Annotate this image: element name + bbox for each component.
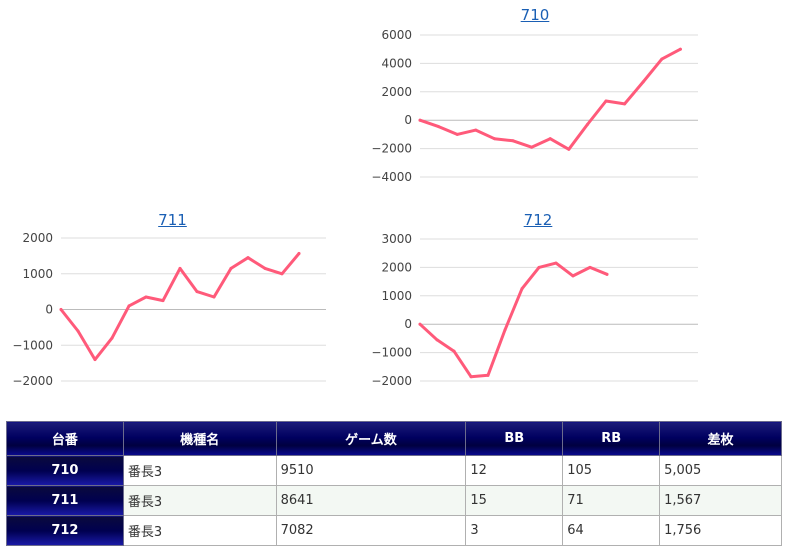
column-header-machine: 機種名	[122, 421, 277, 456]
data-point	[503, 328, 507, 332]
y-tick-label: 0	[45, 303, 53, 317]
y-tick-label: 2000	[22, 231, 53, 245]
data-point	[452, 349, 456, 353]
table-row: 710 番長3 9510 12 105 5,005	[6, 455, 782, 486]
data-point	[567, 147, 571, 151]
data-point	[161, 299, 165, 303]
data-point	[623, 102, 627, 106]
bb-count: 15	[465, 485, 564, 516]
y-tick-label: −1000	[12, 338, 53, 352]
data-point	[588, 265, 592, 269]
table-row: 711 番長3 8641 15 71 1,567	[6, 485, 782, 516]
chart-title-link[interactable]: 710	[520, 6, 550, 24]
data-point	[474, 128, 478, 132]
chart-title-link[interactable]: 712	[523, 211, 553, 229]
machine-name: 番長3	[122, 515, 277, 546]
chart-710: 710 6000 4000 2000 0 −2000 −4000	[365, 0, 705, 200]
data-point	[127, 304, 131, 308]
y-tick-label: 3000	[381, 232, 412, 246]
column-header-games: ゲーム数	[275, 421, 467, 456]
data-point	[530, 145, 534, 149]
y-tick-label: −2000	[371, 142, 412, 156]
data-point	[511, 139, 515, 143]
machine-name: 番長3	[122, 485, 277, 516]
game-count: 8641	[275, 485, 467, 516]
data-point	[678, 47, 682, 51]
series-line	[418, 47, 682, 151]
table-header-row: 台番 機種名 ゲーム数 BB RB 差枚	[6, 421, 782, 456]
data-point	[435, 338, 439, 342]
data-point	[585, 122, 589, 126]
y-tick-label: −4000	[371, 170, 412, 184]
chart-712: 712 3000 2000 1000 0 −1000 −2000	[365, 205, 705, 405]
data-point	[605, 272, 609, 276]
machine-table: 台番 機種名 ゲーム数 BB RB 差枚 710 番長3 9510 12 105…	[6, 421, 782, 546]
chart-plot: 2000 1000 0 −1000 −2000	[12, 231, 326, 388]
data-point	[554, 261, 558, 265]
data-point	[297, 251, 301, 255]
data-point	[469, 375, 473, 379]
y-tick-label: 2000	[381, 260, 412, 274]
unit-number[interactable]: 712	[6, 515, 124, 546]
y-tick-label: 2000	[381, 85, 412, 99]
diff-value: 1,567	[659, 485, 782, 516]
data-point	[418, 322, 422, 326]
data-point	[604, 99, 608, 103]
data-point	[437, 125, 441, 129]
data-point	[520, 287, 524, 291]
column-header-unit: 台番	[6, 421, 124, 456]
data-point	[548, 137, 552, 141]
y-tick-label: 1000	[381, 289, 412, 303]
data-point	[571, 274, 575, 278]
data-point	[246, 256, 250, 260]
column-header-bb: BB	[465, 421, 564, 456]
diff-value: 1,756	[659, 515, 782, 546]
chart-title-link[interactable]: 711	[158, 211, 187, 229]
data-point	[537, 265, 541, 269]
data-point	[93, 358, 97, 362]
y-tick-label: 0	[404, 317, 412, 331]
column-header-diff: 差枚	[659, 421, 782, 456]
data-point	[229, 266, 233, 270]
y-tick-label: −1000	[371, 346, 412, 360]
chart-plot: 3000 2000 1000 0 −1000 −2000	[371, 232, 698, 388]
rb-count: 71	[562, 485, 661, 516]
data-point	[492, 137, 496, 141]
y-tick-label: −2000	[12, 374, 53, 388]
data-point	[76, 329, 80, 333]
bb-count: 12	[465, 455, 564, 486]
data-point	[418, 118, 422, 122]
data-point	[110, 336, 114, 340]
game-count: 7082	[275, 515, 467, 546]
series-line	[418, 261, 609, 379]
data-point	[641, 80, 645, 84]
chart-plot: 6000 4000 2000 0 −2000 −4000	[371, 28, 698, 184]
data-point	[486, 373, 490, 377]
unit-number[interactable]: 711	[6, 485, 124, 516]
data-point	[660, 57, 664, 61]
data-point	[455, 132, 459, 136]
y-tick-label: 0	[404, 113, 412, 127]
y-tick-label: 4000	[381, 56, 412, 70]
data-point	[144, 295, 148, 299]
bb-count: 3	[465, 515, 564, 546]
column-header-rb: RB	[562, 421, 661, 456]
game-count: 9510	[275, 455, 467, 486]
data-point	[195, 290, 199, 294]
y-tick-label: 6000	[381, 28, 412, 42]
chart-711: 711 2000 1000 0 −1000 −2000	[8, 205, 333, 405]
data-point	[178, 266, 182, 270]
diff-value: 5,005	[659, 455, 782, 486]
rb-count: 64	[562, 515, 661, 546]
data-point	[59, 308, 63, 311]
data-point	[212, 295, 216, 299]
y-tick-label: 1000	[22, 267, 53, 281]
machine-name: 番長3	[122, 455, 277, 486]
data-point	[263, 266, 267, 270]
rb-count: 105	[562, 455, 661, 486]
data-point	[280, 272, 284, 276]
y-tick-label: −2000	[371, 374, 412, 388]
unit-number[interactable]: 710	[6, 455, 124, 486]
table-row: 712 番長3 7082 3 64 1,756	[6, 515, 782, 546]
